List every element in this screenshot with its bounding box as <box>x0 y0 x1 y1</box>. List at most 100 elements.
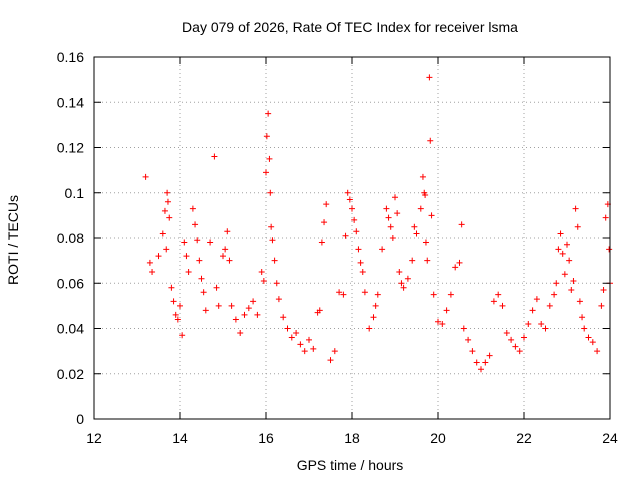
data-point <box>254 311 261 318</box>
data-point <box>342 232 349 239</box>
y-tick-label: 0.14 <box>57 94 84 110</box>
data-point <box>430 291 437 298</box>
data-point <box>555 246 562 253</box>
data-point <box>372 302 379 309</box>
data-point <box>374 291 381 298</box>
data-point <box>166 214 173 221</box>
data-point <box>557 230 564 237</box>
data-point <box>224 228 231 235</box>
y-tick-label: 0 <box>76 411 84 427</box>
data-point <box>417 205 424 212</box>
y-tick-label: 0.08 <box>57 230 84 246</box>
data-point <box>331 348 338 355</box>
data-point <box>458 221 465 228</box>
data-point <box>161 207 168 214</box>
data-point <box>318 239 325 246</box>
data-point <box>400 284 407 291</box>
data-point <box>181 239 188 246</box>
data-point <box>490 298 497 305</box>
data-point <box>521 334 527 341</box>
data-point <box>263 133 270 140</box>
data-point <box>192 221 199 228</box>
data-point <box>301 348 308 355</box>
data-point <box>288 334 295 341</box>
data-point <box>424 257 431 264</box>
data-point <box>398 280 405 287</box>
data-point <box>428 212 435 219</box>
data-point <box>389 235 396 241</box>
data-point <box>469 348 476 355</box>
data-point <box>268 223 275 230</box>
data-point <box>422 239 429 246</box>
data-point <box>460 325 467 332</box>
data-point <box>222 246 229 253</box>
data-point <box>570 277 577 284</box>
data-point <box>566 257 573 264</box>
data-point <box>564 241 570 248</box>
data-point <box>503 330 510 337</box>
data-point <box>404 275 411 282</box>
data-point <box>170 298 177 305</box>
data-point <box>533 296 540 303</box>
data-point <box>538 320 545 327</box>
data-point <box>602 214 609 221</box>
data-point <box>196 257 203 264</box>
y-tick-label: 0.04 <box>57 321 84 337</box>
data-point <box>237 330 244 337</box>
data-point <box>226 257 233 264</box>
data-point <box>215 302 222 309</box>
data-point <box>439 320 446 327</box>
data-point <box>512 343 519 350</box>
data-point <box>589 339 596 346</box>
y-tick-label: 0.02 <box>57 366 84 382</box>
data-point <box>310 345 317 352</box>
data-point <box>568 287 575 294</box>
data-point <box>177 302 183 309</box>
data-point <box>297 341 304 348</box>
data-point <box>508 336 515 343</box>
data-point <box>495 291 502 298</box>
data-point <box>146 259 153 266</box>
data-point <box>271 257 278 264</box>
data-point <box>164 189 171 196</box>
data-point <box>379 246 386 253</box>
data-point <box>149 268 156 275</box>
data-point <box>267 189 274 196</box>
data-point <box>185 268 192 275</box>
data-point <box>349 205 355 212</box>
data-point <box>478 366 484 373</box>
y-tick-label: 0.12 <box>57 140 84 156</box>
data-point <box>163 246 170 253</box>
data-point <box>269 237 276 244</box>
data-point <box>581 325 588 332</box>
data-point <box>228 302 235 309</box>
data-point <box>594 348 601 355</box>
data-point <box>198 275 205 282</box>
x-tick-label: 16 <box>258 430 274 446</box>
data-point <box>551 291 558 298</box>
data-point <box>263 169 269 176</box>
data-point <box>559 250 566 257</box>
y-tick-label: 0.06 <box>57 275 84 291</box>
data-point <box>486 352 493 359</box>
data-point <box>413 230 420 237</box>
data-point <box>245 305 252 312</box>
data-point <box>316 307 323 314</box>
x-tick-label: 20 <box>430 430 446 446</box>
data-point <box>306 336 312 343</box>
data-point <box>258 268 265 275</box>
x-tick-label: 14 <box>172 430 188 446</box>
data-point <box>426 74 433 81</box>
data-point <box>516 348 523 355</box>
x-tick-label: 18 <box>344 430 360 446</box>
y-tick-label: 0.16 <box>57 49 84 65</box>
data-point <box>542 325 549 332</box>
data-point <box>499 302 506 309</box>
x-axis-label: GPS time / hours <box>297 457 404 473</box>
data-point <box>179 332 186 339</box>
x-tick-label: 22 <box>516 430 532 446</box>
data-point <box>355 246 362 253</box>
data-point <box>194 237 201 244</box>
data-point <box>293 330 300 337</box>
y-axis-label: ROTI / TECUs <box>5 195 21 285</box>
